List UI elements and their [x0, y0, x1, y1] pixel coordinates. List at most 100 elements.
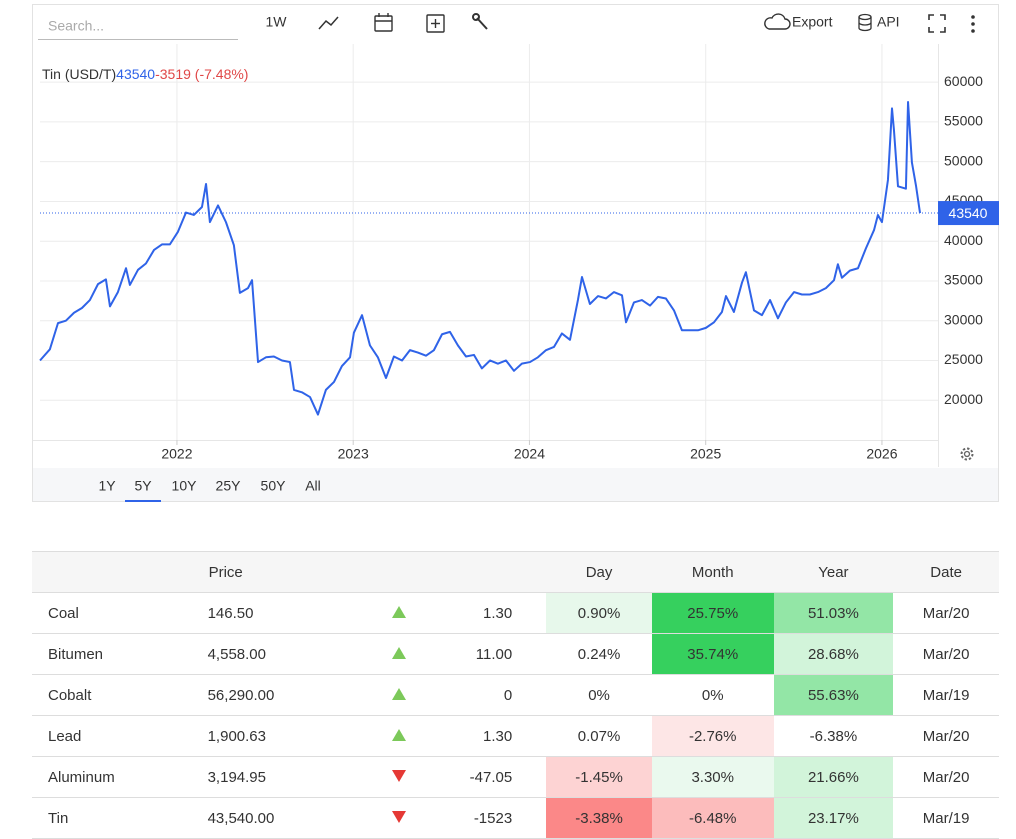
interval-button[interactable]: 1W: [266, 14, 288, 30]
range-button[interactable]: 1Y: [98, 478, 116, 494]
plot-area: 2000025000300003500040000450005000055000…: [33, 44, 999, 467]
x-tick-label: 2022: [161, 446, 192, 462]
last-value-badge-label: 43540: [949, 205, 988, 221]
change-cell: 1.30: [441, 715, 547, 757]
year-cell: 28.68%: [773, 633, 894, 675]
day-cell: 0.24%: [546, 633, 652, 675]
date-cell: Mar/20: [893, 756, 999, 798]
change-cell: 1.30: [441, 592, 547, 634]
year-cell: 55.63%: [773, 674, 894, 716]
date-cell: Mar/20: [893, 592, 999, 634]
table-row[interactable]: Cobalt 56,290.00 0 0% 0% 55.63% Mar/19: [32, 674, 999, 716]
y-tick-label: 20000: [944, 391, 983, 407]
range-button[interactable]: 50Y: [261, 478, 287, 494]
api-label: API: [877, 14, 900, 30]
x-tick-label: 2025: [690, 446, 721, 462]
day-cell: 0.07%: [546, 715, 652, 757]
date-cell: Mar/19: [893, 797, 999, 839]
y-tick-label: 40000: [944, 232, 983, 248]
direction-arrow: [391, 810, 406, 823]
search-box[interactable]: Search...: [48, 18, 104, 34]
api-button[interactable]: API: [858, 14, 900, 32]
x-tick-label: 2026: [866, 446, 897, 462]
legend-last-value: 43540: [116, 66, 155, 82]
price-cell: 3,194.95: [207, 756, 357, 798]
price-cell: 146.50: [207, 592, 357, 634]
year-cell: -6.38%: [773, 715, 894, 757]
name-cell: Bitumen: [32, 633, 208, 675]
month-cell: 25.75%: [651, 592, 774, 634]
x-tick-label: 2024: [514, 446, 545, 462]
export-label: Export: [792, 14, 833, 30]
range-selector: 1Y 5Y 10Y 25Y 50Y All: [98, 478, 321, 502]
y-tick-label: 25000: [944, 351, 983, 367]
day-cell: -1.45%: [546, 756, 652, 798]
legend-change: -3519 (-7.48%): [155, 66, 248, 82]
direction-arrow: [391, 646, 406, 659]
table-row[interactable]: Aluminum 3,194.95 -47.05 -1.45% 3.30% 21.66% M…: [32, 756, 999, 798]
direction-arrow: [391, 769, 406, 782]
commodities-table: Price Day Month Year Date Coal 146.50 1.30 0.90%…: [32, 551, 999, 839]
header-cell: [32, 551, 208, 593]
table-row[interactable]: Tin 43,540.00 -1523 -3.38% -6.48% 23.17% Mar/1…: [32, 797, 999, 839]
direction-cell: [356, 797, 442, 839]
header-cell: Year: [773, 551, 894, 593]
month-cell: 3.30%: [651, 756, 774, 798]
year-cell: 23.17%: [773, 797, 894, 839]
change-cell: -47.05: [441, 756, 547, 798]
day-cell: -3.38%: [546, 797, 652, 839]
name-cell: Aluminum: [32, 756, 208, 798]
legend-series-name: Tin (USD/T): [42, 66, 116, 82]
price-cell: 56,290.00: [207, 674, 357, 716]
year-cell: 51.03%: [773, 592, 894, 634]
x-tick-label: 2023: [338, 446, 369, 462]
last-value-badge: [938, 201, 999, 226]
header-cell: Price: [207, 551, 357, 593]
day-cell: 0.90%: [546, 592, 652, 634]
fullscreen-button[interactable]: [928, 14, 946, 33]
table-row[interactable]: Bitumen 4,558.00 11.00 0.24% 35.74% 28.68% Mar…: [32, 633, 999, 675]
day-cell: 0%: [546, 674, 652, 716]
y-tick-label: 55000: [944, 113, 983, 129]
y-tick-label: 50000: [944, 152, 983, 168]
direction-arrow: [391, 687, 406, 700]
calendar-button[interactable]: [374, 13, 393, 32]
menu-button[interactable]: [971, 15, 975, 33]
change-cell: -1523: [441, 797, 547, 839]
y-tick-label: 35000: [944, 272, 983, 288]
change-cell: 0: [441, 674, 547, 716]
header-cell: Day: [546, 551, 652, 593]
chart-type-button[interactable]: [318, 16, 339, 30]
price-cell: 43,540.00: [207, 797, 357, 839]
price-cell: 4,558.00: [207, 633, 357, 675]
widget-frame: [32, 4, 999, 502]
range-button[interactable]: 5Y: [134, 478, 152, 494]
month-cell: -2.76%: [651, 715, 774, 757]
price-line: [39, 101, 922, 416]
date-cell: Mar/19: [893, 674, 999, 716]
chart-widget: Search... 1W Export API 20000 25000 30000 3…: [32, 4, 999, 502]
date-cell: Mar/20: [893, 715, 999, 757]
name-cell: Lead: [32, 715, 208, 757]
range-button[interactable]: 10Y: [172, 478, 198, 494]
year-cell: 21.66%: [773, 756, 894, 798]
y-tick-label: 30000: [944, 311, 983, 327]
compare-button[interactable]: [426, 14, 445, 33]
table-row[interactable]: Lead 1,900.63 1.30 0.07% -2.76% -6.38% Mar/20: [32, 715, 999, 757]
header-cell: [441, 551, 547, 593]
y-tick-label: 60000: [944, 73, 983, 89]
header-cell: Date: [893, 551, 999, 593]
range-button[interactable]: 25Y: [216, 478, 242, 494]
table-row[interactable]: Coal 146.50 1.30 0.90% 25.75% 51.03% Mar/20: [32, 592, 999, 634]
chart-settings-button[interactable]: [960, 447, 974, 461]
header-cell: [356, 551, 442, 593]
export-button[interactable]: Export: [764, 13, 833, 30]
name-cell: Cobalt: [32, 674, 208, 716]
direction-arrow: [391, 605, 406, 618]
settings-wrench-button[interactable]: [472, 13, 488, 30]
name-cell: Coal: [32, 592, 208, 634]
month-cell: 35.74%: [651, 633, 774, 675]
direction-cell: [356, 592, 442, 634]
range-button[interactable]: All: [305, 478, 321, 494]
